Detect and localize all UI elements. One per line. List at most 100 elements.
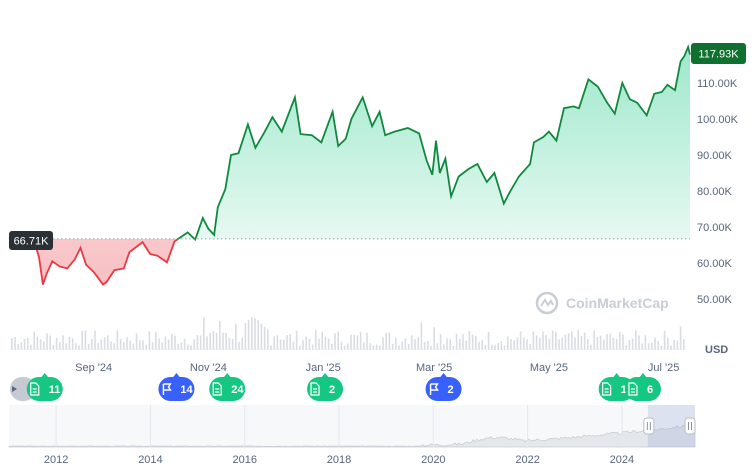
- volume-bar: [225, 332, 227, 350]
- volume-bar: [497, 343, 499, 350]
- y-tick-label: 100.00K: [697, 114, 739, 126]
- volume-bar: [433, 327, 435, 350]
- x-tick-label: Nov '24: [190, 362, 227, 374]
- overview-x-axis: 2012 2014 2016 2018 2020 2022 2024: [44, 405, 634, 466]
- volume-bar: [599, 335, 602, 350]
- reference-price-label: 66.71K: [14, 236, 50, 248]
- volume-bar: [542, 331, 544, 350]
- volume-bars: [11, 316, 685, 350]
- price-line-down: [8, 238, 197, 286]
- volume-bar: [270, 345, 272, 350]
- volume-bar: [507, 336, 509, 350]
- volume-bar: [484, 344, 487, 350]
- current-price-label: 117.93K: [698, 49, 739, 61]
- volume-bar: [494, 344, 496, 350]
- event-badge-doc[interactable]: 6: [624, 373, 661, 401]
- volume-bar: [55, 338, 58, 350]
- volume-bar: [430, 346, 432, 350]
- overview-tick-label: 2012: [44, 454, 68, 466]
- volume-bar: [17, 344, 19, 350]
- volume-bar: [353, 334, 355, 350]
- overview-tick-label: 2018: [327, 454, 351, 466]
- volume-bar: [427, 341, 429, 350]
- flag-icon: [429, 383, 439, 395]
- watermark: CoinMarketCap: [535, 291, 669, 315]
- volume-bar: [510, 339, 512, 350]
- volume-bar: [603, 339, 605, 350]
- volume-bar: [199, 335, 202, 350]
- volume-bar: [155, 331, 157, 350]
- volume-bar: [295, 330, 298, 350]
- volume-bar: [190, 345, 192, 350]
- volume-bar: [212, 331, 215, 350]
- volume-bar: [379, 345, 381, 350]
- volume-bar: [62, 335, 64, 350]
- volume-bar: [87, 344, 90, 350]
- overview-navigator[interactable]: 2012 2014 2016 2018 2020 2022 2024: [8, 405, 696, 466]
- volume-bar: [465, 340, 467, 350]
- event-badge-flag[interactable]: 2: [425, 373, 462, 401]
- volume-bar: [103, 337, 106, 350]
- event-pointer: [638, 373, 647, 378]
- event-badge-flag[interactable]: 14: [158, 373, 195, 401]
- volume-bar: [564, 334, 567, 350]
- volume-bar: [385, 332, 387, 350]
- volume-bar: [196, 335, 199, 350]
- volume-bar: [612, 338, 615, 350]
- volume-bar: [443, 344, 445, 350]
- volume-bar: [500, 341, 503, 350]
- volume-bar: [366, 332, 368, 350]
- volume-bar: [305, 336, 307, 350]
- volume-bar: [126, 337, 128, 350]
- volume-bar: [574, 337, 576, 350]
- volume-bar: [452, 345, 455, 350]
- volume-bar: [350, 334, 352, 350]
- volume-bar: [635, 330, 637, 350]
- volume-bar: [417, 337, 419, 350]
- volume-bar: [343, 345, 346, 350]
- event-pointer: [321, 373, 330, 378]
- overview-right-handle[interactable]: [684, 417, 696, 435]
- volume-bar: [375, 344, 378, 350]
- volume-bar: [356, 335, 359, 350]
- volume-bar: [267, 329, 269, 350]
- volume-bar: [14, 337, 16, 350]
- volume-bar: [135, 333, 138, 350]
- volume-bar: [251, 316, 253, 350]
- volume-bar: [311, 344, 314, 350]
- volume-bar: [247, 320, 250, 350]
- volume-bar: [334, 333, 336, 350]
- overview-left-handle[interactable]: [643, 417, 655, 435]
- volume-bar: [209, 332, 211, 350]
- area-below-reference: [9, 238, 196, 285]
- reference-price-badge: 66.71K: [9, 231, 53, 250]
- volume-bar: [273, 336, 275, 350]
- volume-bar: [423, 341, 426, 350]
- watermark-text: CoinMarketCap: [566, 295, 669, 311]
- volume-bar: [299, 345, 301, 350]
- overview-tick-label: 2020: [421, 454, 445, 466]
- volume-bar: [145, 344, 147, 350]
- volume-bar: [459, 338, 461, 350]
- volume-bar: [52, 344, 55, 350]
- overview-tick-label: 2016: [232, 454, 256, 466]
- volume-bar: [404, 338, 407, 350]
- event-badge-doc[interactable]: 2: [307, 373, 344, 401]
- volume-bar: [321, 332, 323, 350]
- volume-bar: [667, 337, 669, 350]
- volume-bar: [420, 322, 423, 350]
- volume-bar: [171, 333, 173, 350]
- volume-bar: [673, 339, 675, 350]
- volume-bar: [481, 340, 483, 350]
- volume-bar: [631, 338, 634, 350]
- volume-bar: [276, 335, 279, 350]
- volume-bar: [206, 336, 208, 350]
- event-count: 6: [647, 384, 653, 396]
- event-badge-doc[interactable]: 24: [209, 373, 246, 401]
- document-icon: [602, 382, 612, 396]
- volume-bar: [97, 343, 99, 350]
- event-badge-doc[interactable]: 11: [26, 373, 63, 401]
- volume-bar: [644, 335, 647, 350]
- volume-bar: [593, 330, 595, 350]
- volume-bar: [555, 331, 557, 350]
